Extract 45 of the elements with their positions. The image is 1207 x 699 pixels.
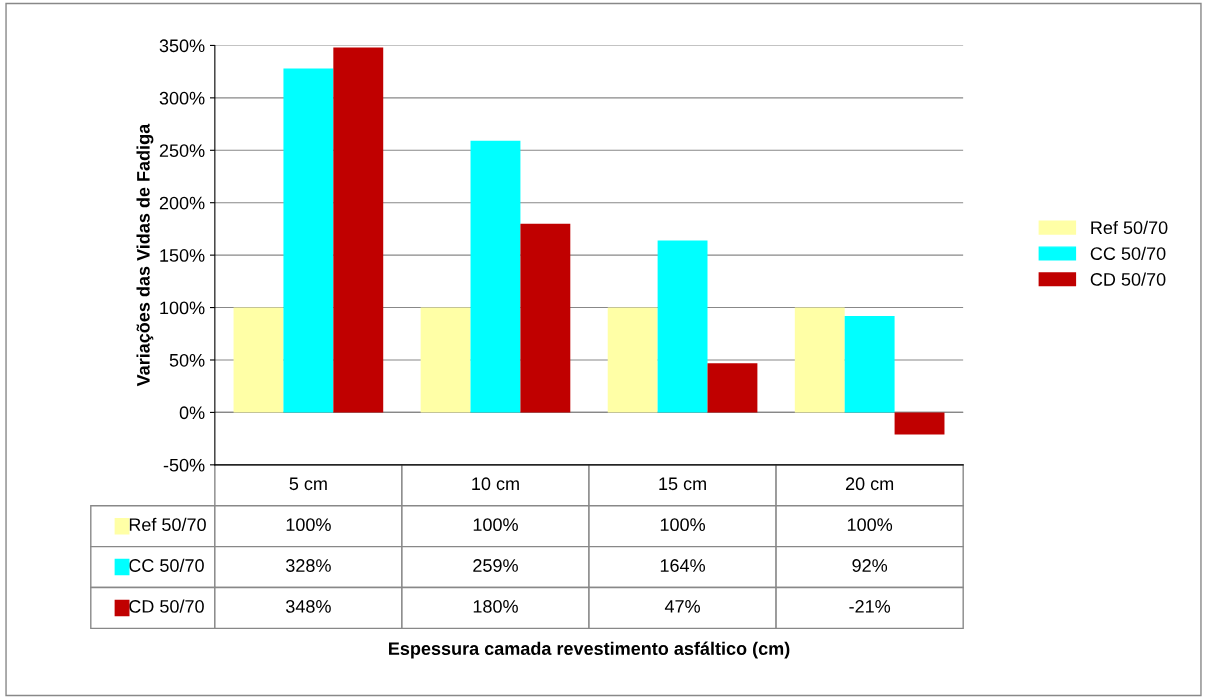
bar — [794, 307, 845, 413]
legend-label: Ref 50/70 — [129, 517, 206, 532]
bar — [707, 363, 758, 413]
text: Espessura camada revestimento asfáltico (cm) — [389, 641, 790, 659]
legend-label: CC 50/70 — [129, 558, 204, 572]
y-tick-label: 150% — [160, 249, 205, 262]
legend-label: CD 50/70 — [1090, 272, 1166, 286]
bar — [420, 307, 471, 413]
bar — [333, 47, 384, 413]
y-axis-title: Variações das Vidas de Fadiga — [136, 123, 154, 387]
text: CD 50/70 — [129, 599, 204, 613]
bar — [894, 412, 945, 435]
y-tick-label: 0% — [179, 406, 205, 420]
bar — [520, 223, 571, 413]
x-tick-label: 15 cm — [659, 477, 706, 491]
x-tick-label: 10 cm — [472, 477, 519, 491]
y-tick-label: 50% — [169, 353, 205, 367]
data-label: -21% — [849, 600, 891, 613]
data-label: 180% — [473, 600, 518, 613]
data-label: 328% — [285, 559, 331, 572]
data-label: 47% — [664, 600, 700, 613]
y-tick-label: 200% — [159, 196, 205, 210]
y-tick-label: 250% — [159, 144, 205, 158]
x-tick-label: 5 cm — [289, 477, 327, 491]
text: Ref 50/70 — [1091, 220, 1168, 235]
data-label: 100% — [286, 518, 331, 532]
y-tick-label: 300% — [159, 91, 205, 105]
data-label: 164% — [660, 559, 706, 572]
data-label: 100% — [847, 518, 893, 532]
x-tick-label: 20 cm — [845, 477, 894, 491]
bar — [233, 307, 284, 413]
data-label: 100% — [473, 518, 518, 532]
text: CC 50/70 — [1090, 246, 1166, 260]
bar — [657, 240, 708, 413]
data-label: 348% — [285, 600, 331, 613]
bar — [844, 315, 895, 413]
bar — [283, 68, 334, 413]
y-tick-label: 350% — [159, 39, 205, 53]
y-tick-label: 100% — [160, 301, 205, 315]
y-tick-label: -50% — [163, 458, 205, 472]
bar — [607, 307, 658, 413]
data-label: 100% — [660, 518, 706, 532]
data-label: 259% — [473, 559, 518, 572]
bar — [470, 140, 521, 413]
data-label: 92% — [852, 559, 888, 572]
